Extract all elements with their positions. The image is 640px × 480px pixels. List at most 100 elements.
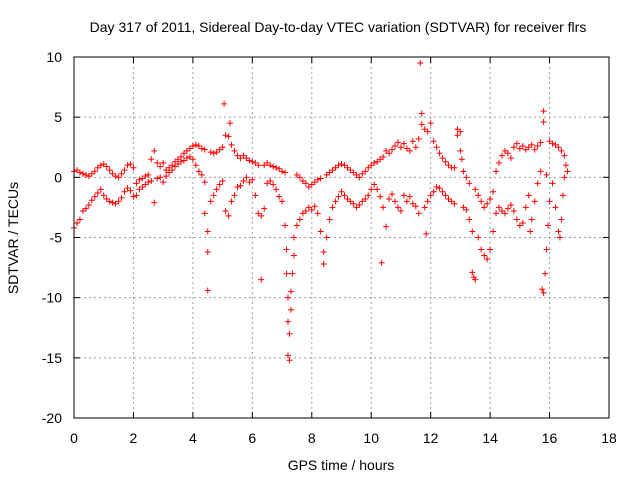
data-point [386,195,393,202]
data-point [540,118,547,125]
data-point [320,248,327,255]
data-point [279,198,286,205]
data-point [227,120,234,127]
data-point [228,141,235,148]
data-point [97,162,104,169]
data-point [507,155,514,162]
data-point [555,144,562,151]
data-point [88,197,95,204]
data-point [82,205,89,212]
data-point [76,169,83,176]
data-point [412,203,419,210]
data-point [472,276,479,283]
data-point [192,162,199,169]
data-point [323,234,330,241]
y-tick-label: -5 [50,230,63,246]
data-point [82,171,89,178]
y-tick-label: 0 [54,169,62,185]
data-point [412,144,419,151]
data-point [234,183,241,190]
data-point [362,168,369,175]
data-point [115,174,122,181]
data-point [317,228,324,235]
data-point [546,198,553,205]
data-point [403,198,410,205]
data-point [219,177,226,184]
data-point [148,177,155,184]
data-point [255,162,262,169]
data-point [258,212,265,219]
data-point [221,100,228,107]
data-point [178,153,184,160]
data-point [192,141,199,148]
data-point [326,216,333,223]
data-point [559,192,566,199]
data-point [183,155,190,162]
data-point [163,173,170,180]
data-point [151,147,158,154]
data-point [499,152,505,159]
data-point [534,143,541,150]
data-point [225,212,232,219]
data-point [394,139,401,146]
x-tick-label: 16 [542,430,558,446]
data-point [308,206,315,213]
data-point [475,234,482,241]
data-point [368,186,375,193]
data-point [207,149,214,156]
data-point [469,269,476,276]
data-point [133,192,140,199]
data-point [237,182,244,189]
data-point [130,164,137,171]
data-point [490,188,497,195]
data-point [285,318,291,325]
data-point [418,110,425,117]
data-point [246,157,253,164]
data-point [169,162,176,169]
gridlines [74,57,609,418]
data-point [561,174,568,181]
data-point [469,228,476,235]
data-point [522,204,529,211]
y-tick-label: 10 [46,49,62,65]
data-point [481,204,488,211]
data-point [204,228,211,235]
data-point [97,186,104,193]
data-point [389,146,396,153]
data-point [73,220,80,227]
data-point [457,147,464,154]
data-point [561,152,568,159]
data-point [427,192,434,199]
data-point [378,259,385,266]
data-point [189,143,196,150]
data-point [154,175,161,182]
data-point [490,228,497,235]
data-point [335,162,342,169]
data-point [510,208,517,215]
data-point [392,143,398,150]
data-point [531,198,538,205]
y-axis-label: SDTVAR / TECUs [5,182,21,294]
data-point [286,330,293,337]
data-point [392,198,398,205]
data-point [504,205,511,212]
data-point [118,170,125,177]
data-point [537,168,544,175]
x-tick-label: 14 [482,430,498,446]
data-point [290,252,297,259]
data-point [540,289,547,296]
data-point [439,188,446,195]
data-point [124,162,131,169]
axis-ticks [73,56,610,419]
data-point [406,147,413,154]
data-point [267,177,274,184]
data-point [76,216,83,223]
data-point [189,156,196,163]
data-point [466,180,473,187]
data-point [549,140,556,147]
data-point [350,200,357,207]
data-point [270,181,277,188]
data-point [341,192,348,199]
data-point [91,168,98,175]
data-point [106,198,113,205]
